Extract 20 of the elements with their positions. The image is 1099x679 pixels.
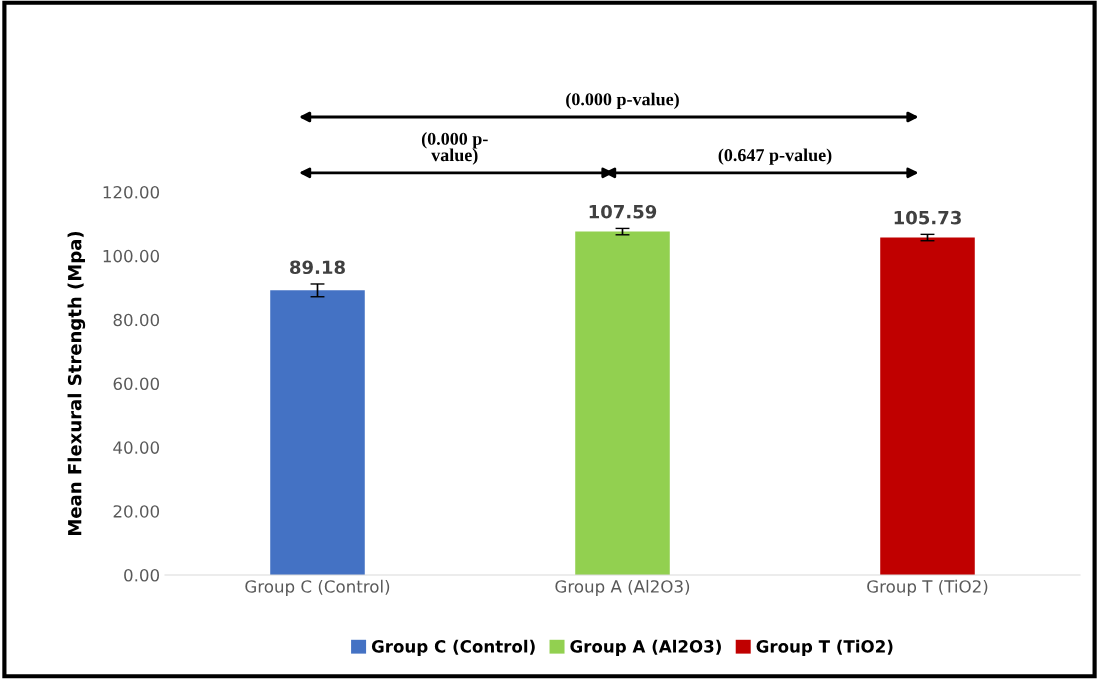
x-tick-label: Group C (Control) <box>245 579 390 596</box>
data-label: 107.59 <box>589 204 657 219</box>
y-tick-label: 60.00 <box>113 377 160 391</box>
legend-label: Group T (TiO2) <box>756 639 893 656</box>
text: (0.647 p-value) <box>718 148 832 165</box>
legend-label: Group A (Al2O3) <box>570 639 721 656</box>
x-tick-label: Group T (TiO2) <box>867 579 988 596</box>
y-tick-label: 0.00 <box>124 568 160 582</box>
data-label: 89.18 <box>290 260 345 275</box>
y-tick-label: 40.00 <box>113 441 160 454</box>
data-label: 105.73 <box>894 210 961 225</box>
y-tick-label: 120.00 <box>103 185 160 199</box>
text: (0.000 p-value) <box>566 92 679 110</box>
y-tick-label: 20.00 <box>113 505 160 518</box>
x-tick-label: Group A (Al2O3) <box>555 579 690 596</box>
text: (0.000 p- value) <box>421 132 488 165</box>
y-tick-label: 100.00 <box>103 249 160 263</box>
legend-label: Group C (Control) <box>371 639 535 656</box>
y-tick-label: 80.00 <box>113 313 160 327</box>
y-axis-title: Mean Flexural Strength (Mpa) <box>67 231 86 535</box>
